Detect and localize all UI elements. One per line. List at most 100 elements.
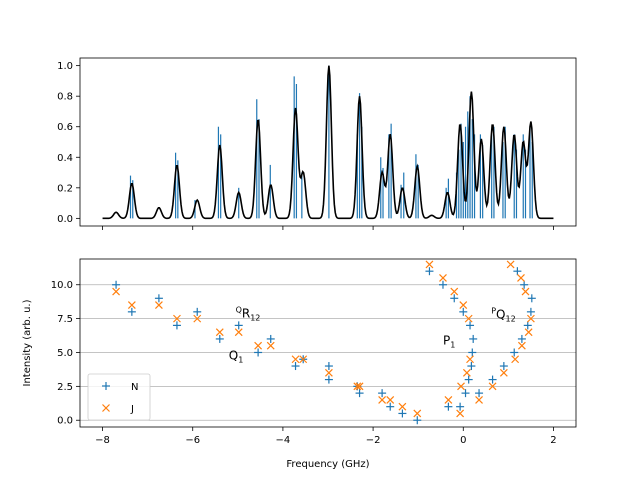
bottom-x-tick-label: 2 <box>550 435 556 446</box>
data-point-n <box>254 348 263 357</box>
data-point-j <box>425 260 434 269</box>
data-point-j <box>488 382 497 391</box>
data-point-j <box>398 402 407 411</box>
data-point-n <box>193 307 202 316</box>
data-point-j <box>450 287 459 296</box>
top-y-tick-label: 0.6 <box>57 122 73 133</box>
top-y-tick-label: 0.8 <box>57 92 73 103</box>
data-point-n <box>517 334 526 343</box>
data-point-n <box>461 389 470 398</box>
data-point-n <box>450 294 459 303</box>
top-x-ticks <box>102 226 554 230</box>
data-point-n <box>523 321 532 330</box>
top-y-tick-label: 0.0 <box>57 214 73 225</box>
data-point-n <box>488 375 497 384</box>
data-point-n <box>154 294 163 303</box>
data-point-j <box>456 409 465 418</box>
data-point-n <box>355 389 364 398</box>
data-point-n <box>464 375 473 384</box>
bottom-panel: 0.0 2.5 5.0 7.5 10.0 −8 −6 −4 −2 0 2 QR12 Q1 P1 PQ12… <box>22 258 577 470</box>
y-axis-label: Intensity (arb. u.) <box>22 299 33 386</box>
data-point-j <box>526 314 535 323</box>
data-point-j <box>464 314 473 323</box>
data-point-j <box>386 395 395 404</box>
data-point-n <box>466 321 475 330</box>
data-point-n <box>510 348 519 357</box>
data-point-n <box>413 416 422 425</box>
data-point-j <box>462 368 471 377</box>
top-envelope-line <box>102 65 554 220</box>
data-point-j <box>499 368 508 377</box>
data-point-n <box>475 389 484 398</box>
data-point-j <box>355 382 364 391</box>
bottom-x-tick-label: 0 <box>460 435 466 446</box>
bottom-x-tick-label: −2 <box>366 435 381 446</box>
data-point-j <box>457 382 465 391</box>
top-y-tick-label: 0.2 <box>57 183 73 194</box>
legend-marker-j <box>102 404 110 412</box>
data-point-j <box>173 314 181 323</box>
data-point-n <box>215 334 224 343</box>
bottom-y-tick-label: 0.0 <box>57 416 73 427</box>
legend-label-n: N <box>131 382 138 393</box>
branch-annotations: QR12 Q1 P1 PQ12 <box>229 305 516 364</box>
top-y-tick-label: 0.4 <box>57 153 73 164</box>
data-point-n <box>438 280 447 289</box>
data-point-j <box>439 274 447 282</box>
data-point-j <box>127 301 136 309</box>
top-axes-frame <box>79 57 577 227</box>
data-point-n <box>266 334 275 343</box>
data-point-j <box>517 341 526 350</box>
legend-marker-n <box>102 382 110 390</box>
data-point-j <box>353 382 362 391</box>
data-point-j <box>112 287 120 296</box>
data-point-n <box>526 307 535 316</box>
data-point-j <box>266 341 275 350</box>
bottom-x-tick-label: −6 <box>185 435 200 446</box>
data-point-j <box>444 395 453 404</box>
bottom-x-tick-label: −8 <box>95 435 110 446</box>
data-point-n <box>112 280 121 289</box>
data-point-n <box>127 307 136 316</box>
data-point-j <box>521 287 530 296</box>
branch-label: PQ12 <box>491 307 515 324</box>
bottom-y-tick-label: 2.5 <box>57 382 73 393</box>
legend-label-j: J <box>130 404 134 415</box>
legend-cross-icon <box>102 404 110 412</box>
data-point-j <box>517 274 525 282</box>
bottom-axes-frame <box>79 258 577 428</box>
data-point-n <box>520 280 529 289</box>
data-point-n <box>172 321 181 330</box>
branch-label: Q1 <box>229 348 244 364</box>
top-panel: 0.0 0.2 0.4 0.6 0.8 1.0 <box>57 57 577 230</box>
data-point-j <box>413 409 422 418</box>
data-point-j <box>215 328 224 337</box>
data-point-j <box>511 355 520 364</box>
data-point-n <box>386 402 395 411</box>
data-point-j <box>254 341 263 350</box>
data-point-j <box>193 314 202 323</box>
data-point-j <box>506 260 515 269</box>
top-y-tick-label: 1.0 <box>57 61 73 72</box>
data-point-n <box>468 348 477 357</box>
data-point-n <box>513 267 522 276</box>
data-point-j <box>154 301 163 309</box>
data-point-n <box>234 321 243 330</box>
data-point-n <box>444 402 453 411</box>
data-point-j <box>378 395 387 404</box>
data-point-j <box>524 328 533 337</box>
bottom-scatter-points <box>112 260 536 425</box>
data-point-n <box>425 267 434 276</box>
branch-label: QR12 <box>236 305 261 322</box>
data-point-n <box>527 294 536 303</box>
data-point-n <box>469 334 478 343</box>
bottom-y-ticks: 0.0 2.5 5.0 7.5 10.0 <box>51 280 80 427</box>
legend-box <box>87 373 151 421</box>
bottom-y-tick-label: 7.5 <box>57 314 73 325</box>
data-point-n <box>291 362 300 371</box>
data-point-j <box>475 395 483 404</box>
data-point-n <box>499 362 508 371</box>
data-point-j <box>466 355 474 364</box>
data-point-n <box>467 362 476 371</box>
